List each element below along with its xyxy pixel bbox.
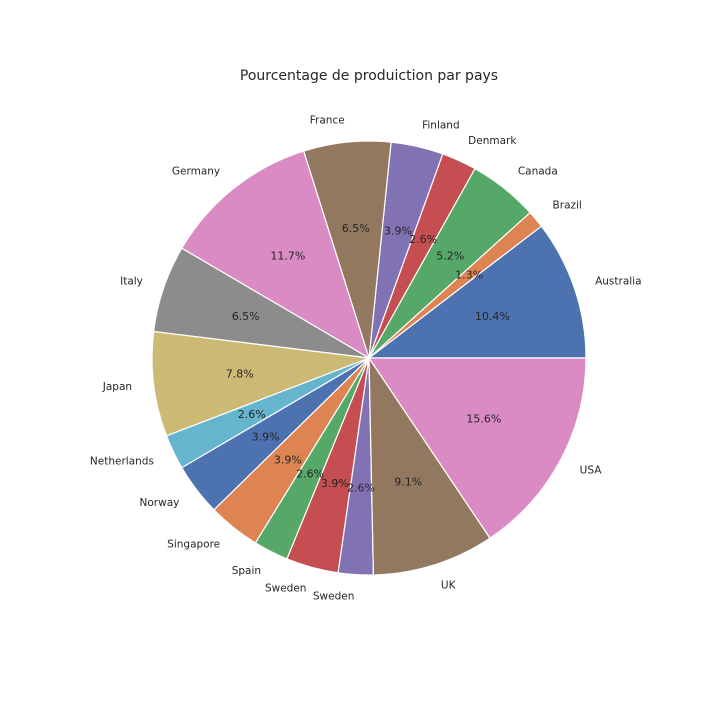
slice-label-spain-12: Spain bbox=[232, 565, 261, 577]
pie-slice-japan-8 bbox=[151, 330, 370, 437]
pie-slice-uk-15 bbox=[368, 355, 491, 576]
slice-label-finland-4: Finland bbox=[422, 119, 460, 131]
slice-label-canada-2: Canada bbox=[518, 165, 558, 177]
pct-label-norway-10: 3.9% bbox=[252, 431, 280, 444]
pct-label-brazil-1: 1.3% bbox=[455, 268, 483, 281]
pct-label-denmark-3: 2.6% bbox=[409, 233, 437, 246]
slice-label-uk-15: UK bbox=[441, 580, 457, 592]
pct-label-canada-2: 5.2% bbox=[436, 250, 464, 263]
slice-label-singapore-11: Singapore bbox=[167, 539, 220, 551]
pie-slice-germany-6 bbox=[180, 150, 371, 360]
chart-title: Pourcentage de produiction par pays bbox=[240, 68, 498, 84]
slice-label-usa-16: USA bbox=[580, 464, 603, 476]
slice-label-denmark-3: Denmark bbox=[468, 135, 517, 147]
pct-label-japan-8: 7.8% bbox=[226, 367, 254, 380]
labels-layer: 10.4% Australia 1.3% Brazil 5.2% Canada 2.6% De… bbox=[90, 115, 642, 603]
pct-label-france-5: 6.5% bbox=[342, 222, 370, 235]
slices-layer bbox=[151, 140, 587, 576]
pct-label-finland-4: 3.9% bbox=[384, 225, 412, 238]
pct-label-australia-0: 10.4% bbox=[475, 310, 510, 323]
slice-label-brazil-1: Brazil bbox=[553, 199, 582, 211]
pie-slice-australia-0 bbox=[367, 225, 587, 359]
pct-label-spain-12: 2.6% bbox=[296, 468, 324, 481]
slice-label-sweden-13: Sweden bbox=[265, 582, 307, 594]
pct-label-sweden-13: 3.9% bbox=[321, 477, 349, 490]
pct-label-uk-15: 9.1% bbox=[394, 476, 422, 489]
slice-label-japan-8: Japan bbox=[102, 381, 132, 393]
pct-label-usa-16: 15.6% bbox=[466, 413, 501, 426]
pct-label-germany-6: 11.7% bbox=[270, 250, 305, 263]
pie-slice-usa-16 bbox=[367, 357, 587, 539]
slice-label-norway-10: Norway bbox=[140, 497, 180, 509]
slice-label-germany-6: Germany bbox=[172, 165, 220, 177]
slice-label-sweden-14: Sweden bbox=[313, 590, 355, 602]
slice-label-france-5: France bbox=[310, 115, 345, 127]
pct-label-netherlands-9: 2.6% bbox=[238, 408, 266, 421]
pct-label-italy-7: 6.5% bbox=[232, 310, 260, 323]
slice-label-netherlands-9: Netherlands bbox=[90, 456, 154, 468]
pct-label-sweden-14: 2.6% bbox=[347, 481, 375, 494]
slice-label-australia-0: Australia bbox=[595, 275, 641, 287]
pct-label-singapore-11: 3.9% bbox=[274, 453, 302, 466]
slice-label-italy-7: Italy bbox=[120, 275, 143, 287]
